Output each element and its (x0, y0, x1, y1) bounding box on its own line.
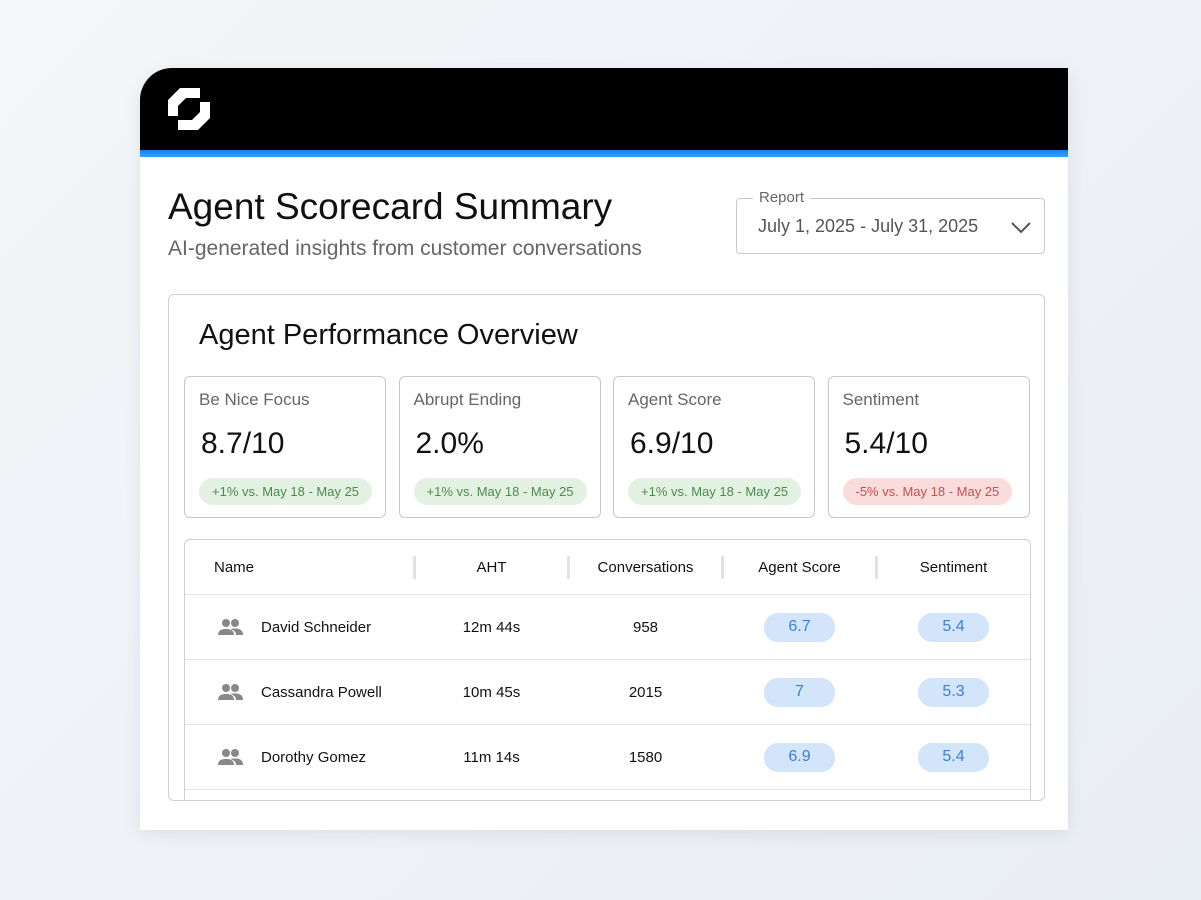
column-divider (875, 556, 878, 579)
chevron-down-icon (1011, 222, 1031, 234)
aht-value: 11m 14s (463, 748, 520, 766)
report-label: Report (753, 189, 811, 206)
column-header-sentiment[interactable]: Sentiment (919, 558, 988, 576)
table-row[interactable]: Cassandra Powell 10m 45s 2015 7 5.3 (185, 660, 1030, 725)
agent-score-cell: 6.9 (723, 725, 876, 789)
metric-value: 2.0% (415, 427, 484, 460)
table-row[interactable]: Dorothy Gomez 11m 14s 1580 6.9 5.4 (185, 725, 1030, 790)
page-subtitle: AI-generated insights from customer conv… (168, 237, 642, 260)
column-header-aht[interactable]: AHT (476, 558, 507, 576)
agent-name[interactable]: David Schneider (261, 618, 372, 636)
conversations-value: 958 (632, 618, 659, 636)
metric-card: Agent Score 6.9/10 +1% vs. May 18 - May … (613, 376, 815, 518)
report-date-select[interactable]: Report July 1, 2025 - July 31, 2025 (736, 189, 1045, 254)
agent-name[interactable]: Cassandra Powell (261, 683, 382, 701)
metric-label: Abrupt Ending (413, 390, 522, 409)
sentiment-cell: 5.4 (877, 595, 1030, 659)
report-value: July 1, 2025 - July 31, 2025 (758, 216, 979, 236)
column-divider (413, 556, 416, 579)
sentiment-pill: 5.4 (918, 612, 989, 642)
agents-table: Name AHT Conversations Agent Score Senti… (184, 539, 1031, 800)
logo-icon (168, 88, 210, 130)
section-title: Agent Performance Overview (199, 319, 578, 351)
agent-score-pill: 6.9 (764, 742, 835, 772)
team-icon (216, 660, 244, 724)
metric-change-badge: +1% vs. May 18 - May 25 (199, 478, 373, 505)
metric-change-badge: +1% vs. May 18 - May 25 (628, 478, 802, 505)
metric-change-badge: +1% vs. May 18 - May 25 (413, 478, 587, 505)
sentiment-cell: 5.3 (877, 660, 1030, 724)
aht-value: 12m 44s (462, 618, 521, 636)
column-header-name[interactable]: Name (214, 558, 255, 576)
table-row (185, 790, 1030, 800)
agent-score-pill: 7 (764, 677, 835, 707)
agent-score-pill: 6.7 (764, 612, 835, 642)
agent-score-cell: 7 (723, 660, 876, 724)
metric-change-badge: -5% vs. May 18 - May 25 (842, 478, 1013, 505)
table-row[interactable]: David Schneider 12m 44s 958 6.7 5.4 (185, 595, 1030, 660)
scorecard-window: Agent Scorecard Summary AI-generated ins… (140, 68, 1068, 830)
sentiment-pill: 5.4 (918, 742, 989, 772)
metric-card: Be Nice Focus 8.7/10 +1% vs. May 18 - Ma… (184, 376, 386, 518)
metric-card: Sentiment 5.4/10 -5% vs. May 18 - May 25 (827, 376, 1030, 518)
column-header-conversations[interactable]: Conversations (597, 558, 694, 576)
conversations-value: 1580 (628, 748, 663, 766)
metric-label: Be Nice Focus (199, 390, 310, 409)
team-icon (216, 595, 244, 659)
sentiment-pill: 5.3 (918, 677, 989, 707)
top-bar (140, 68, 1068, 150)
team-icon (216, 725, 244, 789)
aht-value: 10m 45s (462, 683, 521, 701)
accent-bar (140, 150, 1068, 157)
metric-value: 5.4/10 (844, 427, 928, 460)
agent-name[interactable]: Dorothy Gomez (261, 748, 367, 766)
page-title: Agent Scorecard Summary (168, 186, 613, 227)
metric-value: 6.9/10 (630, 427, 714, 460)
metric-value: 8.7/10 (201, 427, 285, 460)
column-divider (567, 556, 570, 579)
metric-card: Abrupt Ending 2.0% +1% vs. May 18 - May … (398, 376, 601, 518)
agent-score-cell: 6.7 (723, 595, 876, 659)
column-divider (721, 556, 724, 579)
metric-label: Sentiment (842, 390, 920, 409)
sentiment-cell: 5.4 (877, 725, 1030, 789)
table-header: Name AHT Conversations Agent Score Senti… (185, 540, 1030, 595)
performance-overview-panel: Agent Performance Overview Be Nice Focus… (168, 294, 1045, 801)
conversations-value: 2015 (628, 683, 663, 701)
column-header-agent-score[interactable]: Agent Score (758, 558, 841, 576)
metric-label: Agent Score (628, 390, 722, 409)
